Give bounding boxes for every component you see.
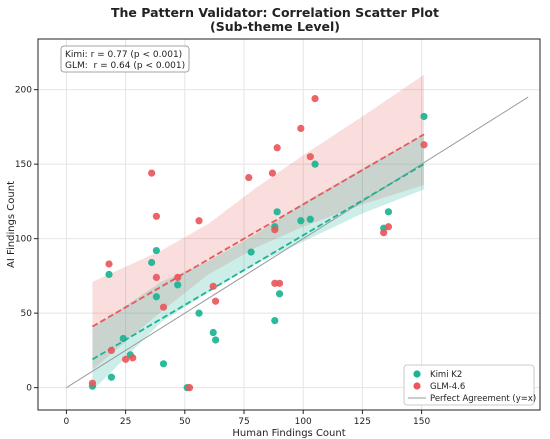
kimi-k2-point (297, 217, 305, 225)
glm-4-6-point (122, 355, 130, 363)
glm-4-6-point (209, 282, 217, 290)
glm-4-6-point (152, 273, 160, 281)
glm-4-6-point (275, 279, 284, 287)
plot-area-frame (37, 38, 541, 411)
kimi-k2-point (420, 112, 428, 121)
legend: Kimi K2 GLM-4.6 Perfect Agreement (y=x) (403, 364, 536, 406)
glm-4-6-point (88, 379, 97, 387)
glm-4-6-point (152, 212, 160, 220)
glm-4-6-regression-line (92, 133, 425, 328)
glm-4-6-point (311, 94, 319, 103)
confidence-bands (92, 74, 424, 391)
kimi-k2-point (105, 270, 113, 279)
kimi-k2-point (311, 160, 319, 168)
data-points (88, 94, 428, 392)
y-tick-label: 100 (15, 235, 32, 245)
legend-reference-label: Perfect Agreement (y=x) (430, 394, 536, 404)
kimi-k2-point (195, 309, 203, 317)
kimi-k2-point (306, 215, 314, 223)
glm-4-6-point (174, 273, 182, 281)
x-tick-label: 125 (354, 417, 371, 427)
kimi-k2-point (107, 373, 116, 381)
glm-4-6-point (159, 303, 168, 311)
kimi-k2-point (273, 208, 281, 216)
glm-4-6-confidence-band (92, 74, 424, 370)
glm-4-6-point (107, 346, 116, 355)
legend-kimi-label: Kimi K2 (430, 370, 462, 380)
glm-4-6-point (273, 144, 281, 152)
legend-glm-marker (413, 382, 421, 390)
kimi-k2-point (211, 336, 220, 344)
regression-lines (66, 96, 529, 389)
kimi-k2-point (119, 334, 127, 343)
legend-frame (403, 364, 535, 406)
x-tick-label: 0 (64, 417, 70, 427)
glm-4-6-point (420, 141, 428, 149)
legend-kimi-marker (413, 370, 421, 378)
glm-4-6-point (148, 169, 156, 177)
glm-4-6-point (195, 217, 203, 225)
kimi-k2-point (174, 281, 182, 289)
kimi-k2-point (152, 246, 160, 255)
x-tick-label: 100 (295, 417, 312, 427)
kimi-k2-point (159, 360, 168, 368)
chart-title: The Pattern Validator: Correlation Scatt… (110, 5, 439, 20)
glm-4-6-point (268, 169, 277, 177)
legend-glm-label: GLM-4.6 (430, 382, 465, 392)
perfect-agreement-line (66, 96, 529, 389)
glm-4-6-point (245, 173, 253, 182)
glm-4-6-point (306, 153, 314, 161)
glm-4-6-point (380, 229, 388, 237)
stats-box: Kimi: r = 0.77 (p < 0.001)GLM: r = 0.64 … (60, 45, 190, 73)
y-axis-label: AI Findings Count (6, 181, 17, 268)
x-tick-label: 50 (179, 417, 191, 427)
x-tick-label: 150 (413, 417, 430, 427)
glm-4-6-point (105, 260, 113, 268)
kimi-k2-point (271, 317, 279, 325)
kimi-k2-regression-line (92, 163, 425, 361)
kimi-k2-point (247, 248, 255, 256)
kimi-k2-point (275, 290, 284, 298)
y-tick-label: 50 (21, 309, 33, 319)
glm-4-6-point (185, 384, 194, 392)
x-tick-label: 75 (238, 417, 249, 427)
kimi-k2-point (152, 293, 160, 301)
y-tick-label: 0 (26, 384, 32, 394)
glm-4-6-point (211, 297, 220, 305)
y-tick-label: 200 (15, 86, 32, 96)
chart-subtitle: (Sub-theme Level) (209, 19, 341, 34)
kimi-k2-point (384, 208, 393, 216)
glm-stats-text: GLM: r = 0.64 (p < 0.001) (65, 61, 185, 71)
stats-box-frame (60, 45, 190, 73)
x-tick-label: 25 (120, 417, 131, 427)
kimi-k2-point (209, 328, 217, 337)
glm-4-6-point (384, 223, 393, 231)
axes: 0 25 50 75 100 125 150 0 50 100 150 200 Human Findin… (6, 86, 430, 439)
kimi-k2-point (148, 258, 156, 267)
glm-4-6-point (297, 124, 305, 132)
kimi-stats-text: Kimi: r = 0.77 (p < 0.001) (65, 50, 182, 60)
glm-4-6-point (129, 354, 137, 362)
glm-4-6-point (271, 226, 279, 234)
y-tick-label: 150 (15, 160, 32, 170)
x-axis-label: Human Findings Count (232, 428, 345, 439)
